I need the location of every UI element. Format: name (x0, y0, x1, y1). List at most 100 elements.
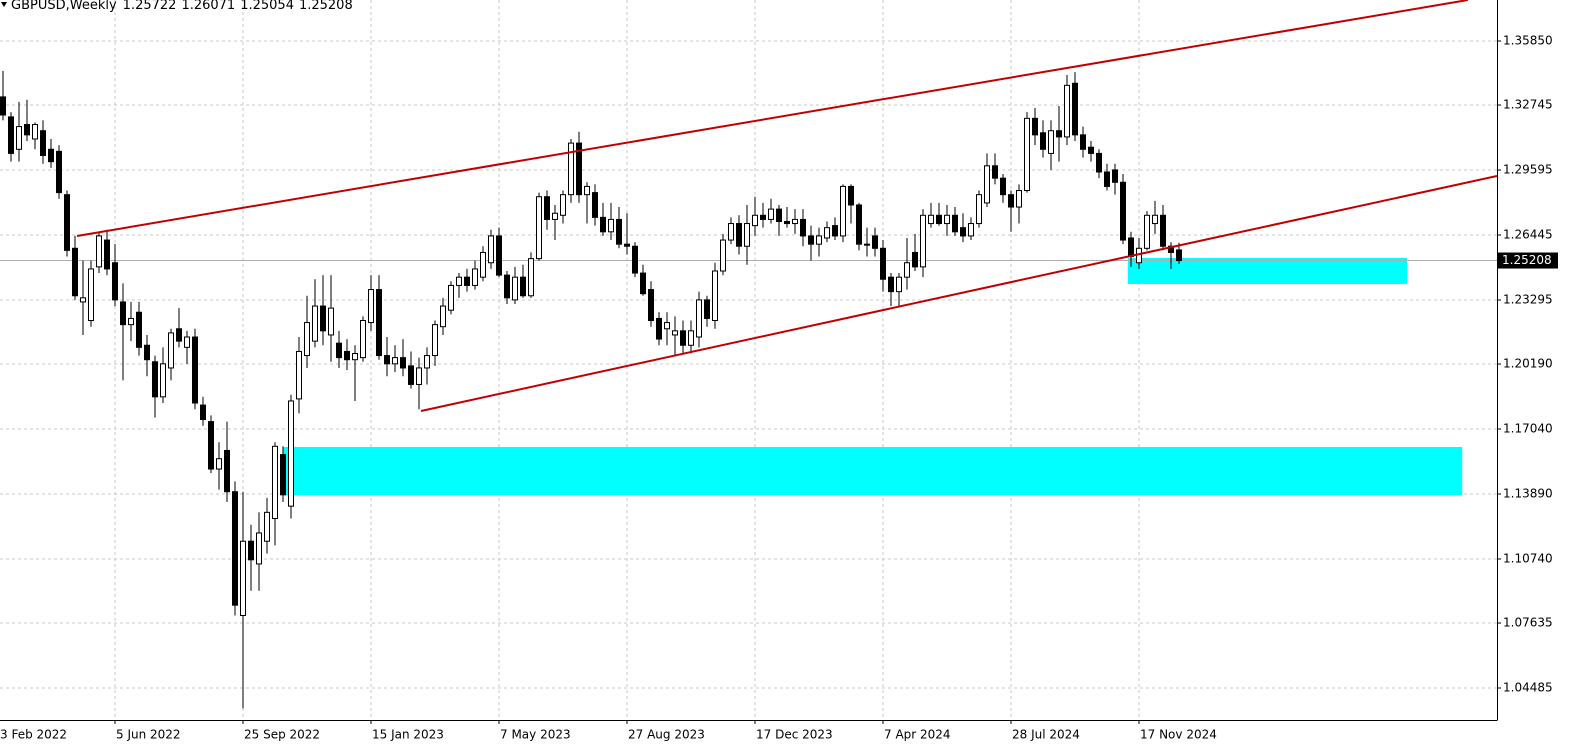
candle-body (368, 289, 374, 324)
x-tick-label: 7 Apr 2024 (884, 728, 951, 742)
candle-body (1016, 190, 1022, 208)
header-open: 1.25722 (123, 0, 177, 13)
candle-body (760, 214, 766, 220)
candle-body (1128, 237, 1134, 258)
candle-body (776, 208, 782, 222)
candle-body (936, 214, 942, 225)
candle-body (616, 218, 622, 245)
candle-body (944, 214, 950, 225)
candle-body (456, 276, 462, 286)
candle-body (1104, 171, 1110, 187)
candle-body (480, 251, 486, 278)
candle-body (472, 268, 478, 286)
candle-body (968, 223, 974, 237)
candle-body (296, 350, 302, 400)
candle-body (8, 116, 14, 154)
candle-body (184, 336, 190, 348)
candle-body (1064, 84, 1070, 138)
chart-header: GBPUSD,Weekly 1.25722 1.26071 1.25054 1.2520… (11, 0, 353, 13)
candle-body (216, 458, 222, 470)
candle-body (232, 491, 238, 606)
y-tick-label: 1.13890 (1503, 486, 1553, 500)
candle-body (240, 540, 246, 616)
candle-body (872, 235, 878, 249)
candle-body (16, 126, 22, 150)
candle-body (416, 367, 422, 385)
candle-body (256, 532, 262, 565)
candle-body (1152, 214, 1158, 225)
candle-body (976, 194, 982, 225)
candle-body (440, 305, 446, 328)
candle-body (48, 148, 54, 163)
candle-body (624, 243, 630, 247)
candle-body (88, 268, 94, 322)
candle-body (320, 305, 326, 332)
x-tick-label: 15 Jan 2023 (372, 728, 444, 742)
candle-body (200, 404, 206, 421)
x-tick-label: 17 Nov 2024 (1140, 728, 1217, 742)
candle-body (648, 289, 654, 322)
candle-body (488, 235, 494, 264)
y-tick-label: 1.04485 (1503, 681, 1553, 695)
candle-body (600, 216, 606, 233)
plot-area (0, 0, 1497, 720)
candle-body (920, 214, 926, 268)
candle-body (528, 258, 534, 297)
candle-body (664, 322, 670, 330)
candle-body (40, 130, 46, 156)
candle-body (960, 227, 966, 237)
candle-body (360, 320, 366, 359)
candle-body (512, 276, 518, 301)
candle-body (1080, 134, 1086, 150)
candle-body (1048, 130, 1054, 154)
candle-body (304, 322, 310, 357)
candle-body (952, 214, 958, 233)
y-tick-label: 1.07635 (1503, 616, 1553, 630)
x-tick-label: 28 Jul 2024 (1012, 728, 1080, 742)
candle-body (24, 124, 30, 136)
candle-body (344, 350, 350, 361)
candle-body (1024, 117, 1030, 192)
candle-body (72, 247, 78, 297)
candle-body (352, 353, 358, 361)
candle-body (1088, 146, 1094, 154)
candle-body (840, 185, 846, 237)
candle-body (704, 299, 710, 319)
x-tick-label: 3 Feb 2022 (0, 728, 67, 742)
candle-body (520, 276, 526, 297)
candle-body (688, 330, 694, 346)
candle-body (104, 239, 110, 270)
candle-body (672, 330, 678, 336)
y-tick-label: 1.26445 (1503, 228, 1553, 242)
header-close: 1.25208 (299, 0, 353, 13)
candle-body (552, 212, 558, 220)
candle-body (1120, 181, 1126, 241)
candle-body (792, 218, 798, 225)
candle-body (328, 307, 334, 336)
menu-icon[interactable] (1, 2, 7, 7)
header-high: 1.26071 (181, 0, 235, 13)
zone (1127, 257, 1407, 284)
candle-body (376, 289, 382, 357)
candle-body (1096, 152, 1102, 173)
candle-body (248, 540, 254, 561)
candle-body (1000, 177, 1006, 196)
candle-body (496, 235, 502, 276)
candle-body (80, 297, 86, 303)
candle-body (264, 511, 270, 542)
candle-body (1032, 117, 1038, 136)
y-tick-label: 1.20190 (1503, 357, 1553, 371)
candle-body (816, 235, 822, 245)
candle-body (1144, 214, 1150, 249)
trendline (420, 175, 1497, 412)
candle-body (824, 227, 830, 239)
y-tick-label: 1.32745 (1503, 98, 1553, 112)
candle-body (640, 272, 646, 295)
x-tick-label: 7 May 2023 (500, 728, 571, 742)
candle-body (1040, 132, 1046, 150)
candle-body (0, 96, 6, 116)
candle-body (1008, 194, 1014, 208)
candle-body (1112, 169, 1118, 183)
